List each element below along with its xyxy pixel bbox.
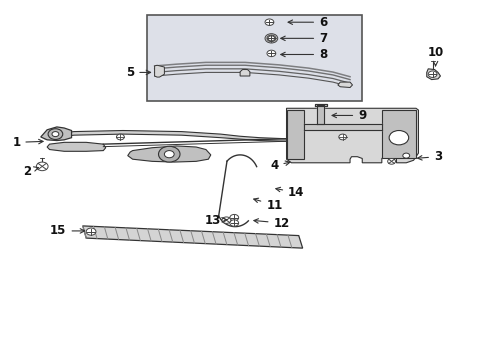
Text: 7: 7 [281, 32, 327, 45]
Circle shape [117, 134, 124, 140]
Polygon shape [315, 104, 327, 107]
Circle shape [389, 131, 409, 145]
Polygon shape [128, 146, 211, 162]
Text: 1: 1 [12, 136, 43, 149]
Text: 13: 13 [205, 214, 227, 227]
Circle shape [230, 220, 239, 226]
Text: 8: 8 [281, 48, 327, 61]
Polygon shape [382, 110, 416, 158]
Bar [147, 15, 362, 101]
Text: 4: 4 [270, 159, 290, 172]
Text: 14: 14 [276, 186, 304, 199]
Circle shape [267, 35, 276, 41]
Circle shape [36, 162, 48, 171]
Text: 5: 5 [126, 66, 150, 79]
Circle shape [230, 215, 239, 221]
Text: 9: 9 [332, 109, 367, 122]
Polygon shape [45, 131, 287, 141]
Circle shape [428, 71, 437, 77]
Circle shape [265, 34, 278, 43]
Text: 15: 15 [50, 224, 85, 238]
Polygon shape [41, 127, 72, 140]
Circle shape [403, 153, 410, 158]
Text: 12: 12 [254, 216, 290, 230]
Polygon shape [318, 105, 324, 125]
Circle shape [222, 217, 231, 224]
Circle shape [265, 19, 274, 26]
Polygon shape [83, 226, 303, 248]
Text: 2: 2 [24, 165, 38, 177]
Polygon shape [287, 110, 304, 159]
Polygon shape [240, 69, 250, 76]
Circle shape [267, 50, 276, 57]
Circle shape [388, 158, 395, 164]
Text: 6: 6 [288, 16, 327, 29]
Polygon shape [287, 108, 418, 163]
Circle shape [52, 132, 59, 136]
Circle shape [164, 150, 174, 158]
Text: 3: 3 [417, 150, 442, 163]
Polygon shape [338, 82, 352, 87]
Polygon shape [155, 65, 164, 77]
Circle shape [339, 134, 346, 140]
Polygon shape [427, 69, 441, 80]
Text: 11: 11 [254, 198, 282, 212]
Polygon shape [47, 142, 106, 151]
Circle shape [159, 146, 180, 162]
Circle shape [86, 228, 96, 235]
Circle shape [48, 129, 63, 139]
Text: 10: 10 [427, 46, 443, 66]
Circle shape [268, 36, 275, 41]
